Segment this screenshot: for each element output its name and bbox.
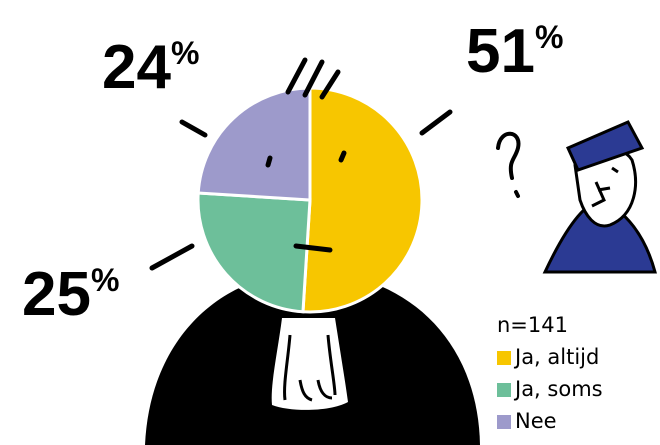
value-label: 25% — [22, 260, 119, 329]
legend-swatch — [497, 383, 511, 397]
value-labels: 51% 25% 24% — [22, 17, 563, 329]
sample-size: n=141 — [497, 313, 568, 337]
collar — [271, 318, 348, 410]
character — [496, 120, 657, 274]
value-label: 24% — [102, 33, 199, 102]
pie — [196, 86, 424, 314]
legend-swatch — [497, 415, 511, 429]
legend-label: Ja, soms — [513, 377, 603, 401]
collar-lines — [283, 334, 337, 402]
legend-swatch — [497, 351, 511, 365]
face-strokes — [149, 57, 453, 271]
legend: Ja, altijd Ja, soms Nee — [497, 345, 603, 433]
pie-slice — [196, 86, 312, 202]
value-label: 51% — [466, 17, 563, 86]
pie-slice — [196, 191, 312, 314]
legend-label: Nee — [515, 409, 557, 433]
pie-slice — [301, 86, 424, 314]
legend-label: Ja, altijd — [513, 345, 599, 369]
